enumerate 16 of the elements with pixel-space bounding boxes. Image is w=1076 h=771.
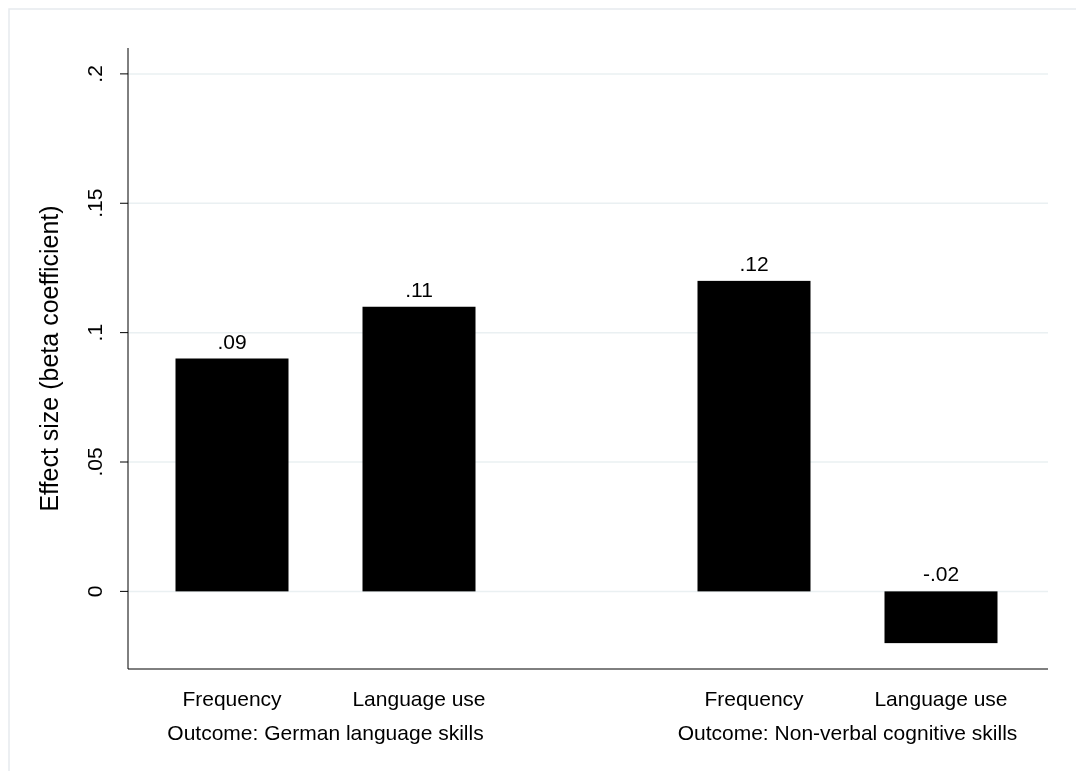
data-label: -.02 [922,562,960,586]
y-axis-title: Effect size (beta coefficient) [35,205,63,512]
text: Outcome: German language skills [167,721,484,744]
x-tick-label: Frequency [182,687,283,710]
y-tick-label: 0 [83,585,106,598]
y-tick-label: .1 [83,323,106,342]
y-tick-label: .2 [83,65,106,83]
x-tick-label: Language use [352,687,486,710]
y-tick-label: .05 [83,447,106,477]
text: Outcome: Non-verbal cognitive skills [677,721,1018,744]
data-label: .12 [739,251,769,275]
data-label: .11 [405,277,433,301]
data-label: .09 [217,329,247,353]
y-tick-label: .15 [83,188,106,218]
x-tick-label: Frequency [704,687,805,710]
x-tick-label: Language use [874,687,1008,710]
